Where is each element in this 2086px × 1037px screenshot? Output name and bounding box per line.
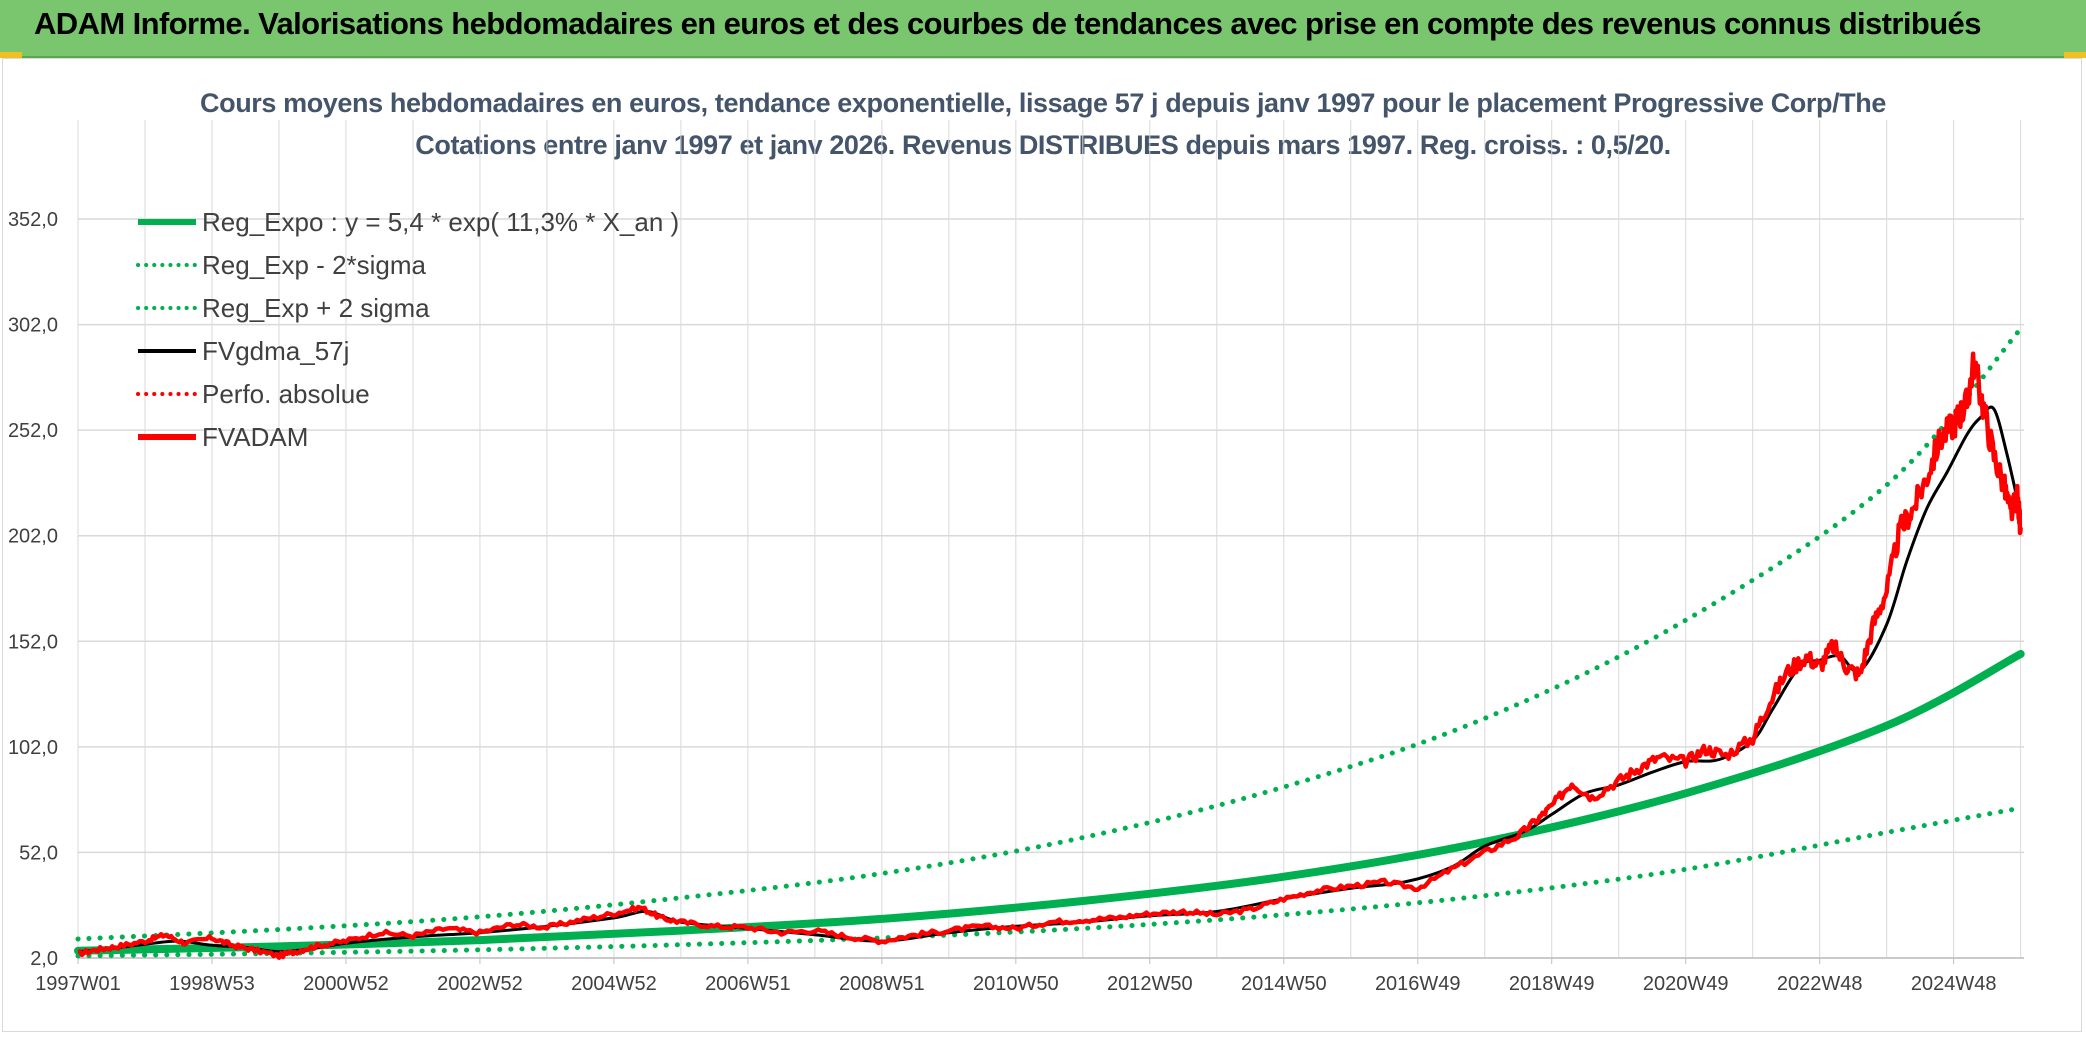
series-line-fvgdma — [77, 405, 2023, 954]
y-tick-label: 202,0 — [8, 526, 58, 548]
x-tick-label: 2004W52 — [571, 973, 657, 995]
page-title: ADAM Informe. Valorisations hebdomadaire… — [34, 6, 1981, 41]
x-tick-label: 2018W49 — [1509, 973, 1595, 995]
legend-label: Reg_Exp - 2*sigma — [202, 250, 427, 280]
x-tick-label: 2000W52 — [303, 973, 389, 995]
chart-frame — [2, 58, 2082, 1032]
y-tick-label: 302,0 — [8, 315, 58, 337]
legend-label: FVgdma_57j — [202, 336, 349, 366]
corner-mark-right — [2064, 52, 2086, 58]
header-banner: ADAM Informe. Valorisations hebdomadaire… — [0, 0, 2086, 58]
x-tick-label: 2006W51 — [705, 973, 791, 995]
legend-label: FVADAM — [202, 422, 308, 452]
legend-label: Perfo. absolue — [202, 379, 370, 409]
series-line-fvadam — [77, 351, 2023, 960]
x-tick-label: 2014W50 — [1241, 973, 1327, 995]
corner-mark-left — [0, 52, 22, 58]
chart-title: Cours moyens hebdomadaires en euros, ten… — [200, 88, 1886, 118]
y-tick-label: 52,0 — [19, 842, 58, 864]
legend-label: Reg_Exp + 2 sigma — [202, 293, 430, 323]
x-tick-label: 2008W51 — [839, 973, 925, 995]
x-tick-label: 1997W01 — [35, 973, 121, 995]
x-tick-label: 2024W48 — [1911, 973, 1997, 995]
y-tick-label: 102,0 — [8, 737, 58, 759]
x-tick-label: 2022W48 — [1777, 973, 1863, 995]
series-line-reg-minus-2sigma — [75, 805, 2024, 959]
y-tick-label: 352,0 — [8, 209, 58, 231]
y-tick-label: 252,0 — [8, 420, 58, 442]
legend-label: Reg_Expo : y = 5,4 * exp( 11,3% * X_an ) — [202, 207, 679, 237]
chart-subtitle: Cotations entre janv 1997 et janv 2026. … — [415, 130, 1671, 160]
y-tick-label: 2,0 — [30, 948, 58, 970]
x-tick-label: 1998W53 — [169, 973, 255, 995]
x-tick-label: 2016W49 — [1375, 973, 1461, 995]
x-tick-label: 2020W49 — [1643, 973, 1729, 995]
series-line-reg-plus-2sigma — [75, 326, 2024, 942]
y-tick-label: 152,0 — [8, 631, 58, 653]
series-line-reg-expo — [74, 650, 2025, 955]
x-tick-label: 2010W50 — [973, 973, 1059, 995]
x-tick-label: 2002W52 — [437, 973, 523, 995]
x-tick-label: 2012W50 — [1107, 973, 1193, 995]
